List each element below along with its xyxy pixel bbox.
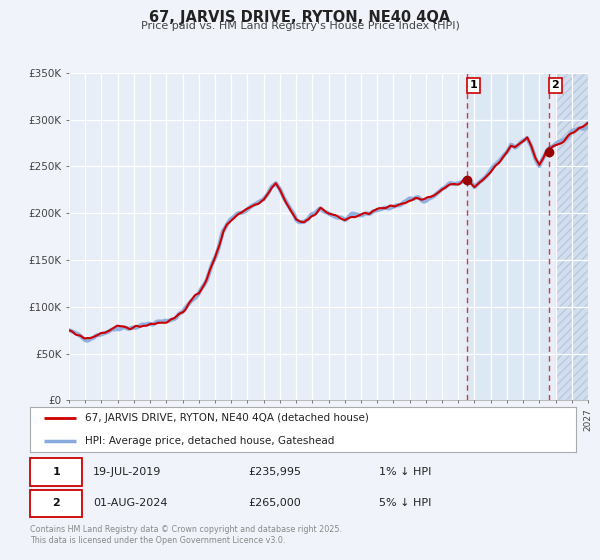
Text: 19-JUL-2019: 19-JUL-2019 — [93, 467, 161, 477]
Text: HPI: Average price, detached house, Gateshead: HPI: Average price, detached house, Gate… — [85, 436, 334, 446]
Text: £235,995: £235,995 — [248, 467, 301, 477]
Text: Contains HM Land Registry data © Crown copyright and database right 2025.
This d: Contains HM Land Registry data © Crown c… — [30, 525, 342, 545]
Text: 01-AUG-2024: 01-AUG-2024 — [93, 498, 167, 508]
FancyBboxPatch shape — [30, 489, 82, 517]
Bar — [556, 73, 588, 400]
Text: 67, JARVIS DRIVE, RYTON, NE40 4QA: 67, JARVIS DRIVE, RYTON, NE40 4QA — [149, 10, 451, 25]
Text: 5% ↓ HPI: 5% ↓ HPI — [379, 498, 432, 508]
Text: Price paid vs. HM Land Registry's House Price Index (HPI): Price paid vs. HM Land Registry's House … — [140, 21, 460, 31]
Text: £265,000: £265,000 — [248, 498, 301, 508]
Text: 1: 1 — [470, 80, 478, 90]
Text: 67, JARVIS DRIVE, RYTON, NE40 4QA (detached house): 67, JARVIS DRIVE, RYTON, NE40 4QA (detac… — [85, 413, 368, 423]
FancyBboxPatch shape — [30, 458, 82, 486]
Text: 2: 2 — [551, 80, 559, 90]
Text: 1% ↓ HPI: 1% ↓ HPI — [379, 467, 432, 477]
Text: 2: 2 — [52, 498, 60, 508]
Bar — [467, 73, 549, 400]
Bar — [556, 73, 588, 400]
Text: 1: 1 — [52, 467, 60, 477]
